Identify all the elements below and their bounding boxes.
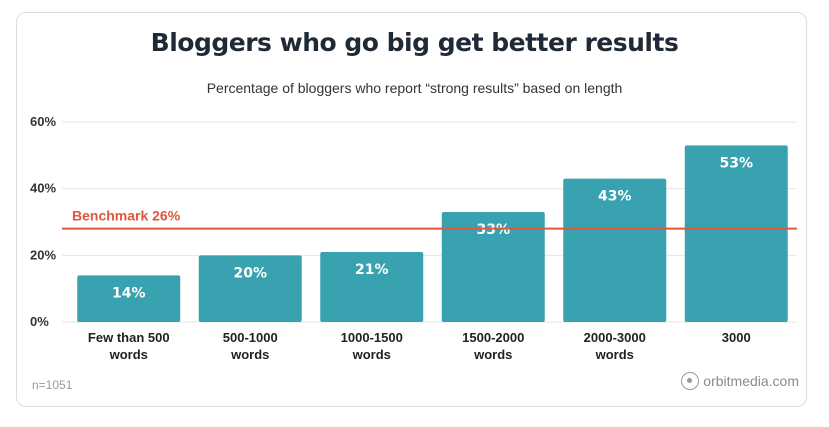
chart-title: Bloggers who go big get better results [150,28,679,57]
x-tick-label: words [109,347,148,362]
x-tick-label: 500-1000 [223,330,278,345]
data-label: 43% [598,189,632,205]
x-tick-label: words [473,347,512,362]
benchmark-label: Benchmark 26% [72,208,181,224]
orbit-circle-icon [681,372,700,390]
x-tick-label: 1000-1500 [341,330,403,345]
x-tick-label: Few than 500 [88,330,170,345]
data-label: 53% [719,155,753,171]
brand-logo[interactable]: orbitmedia.com [681,372,799,390]
x-tick-label: words [595,347,634,362]
bar [563,178,667,322]
chart-subtitle: Percentage of bloggers who report “stron… [206,80,623,96]
bar [441,212,545,322]
y-tick-label: 40% [30,181,56,196]
x-tick-label: words [230,347,269,362]
data-label: 20% [233,265,267,281]
x-tick-label: 3000 [722,330,751,345]
data-label: 33% [476,222,510,238]
brand-name: orbitmedia.com [703,373,799,389]
y-tick-label: 0% [30,314,49,329]
x-tick-label: 2000-3000 [584,330,646,345]
data-label: 14% [112,285,146,301]
data-label: 21% [355,262,389,278]
y-tick-label: 60% [30,114,56,129]
y-tick-label: 20% [30,247,56,262]
x-tick-label: words [352,347,391,362]
bar [320,252,424,322]
bar [684,145,788,322]
sample-size-note: n=1051 [32,378,73,392]
bar [77,275,181,322]
x-tick-label: 1500-2000 [462,330,524,345]
chart-card [16,12,807,407]
bar [198,255,302,322]
